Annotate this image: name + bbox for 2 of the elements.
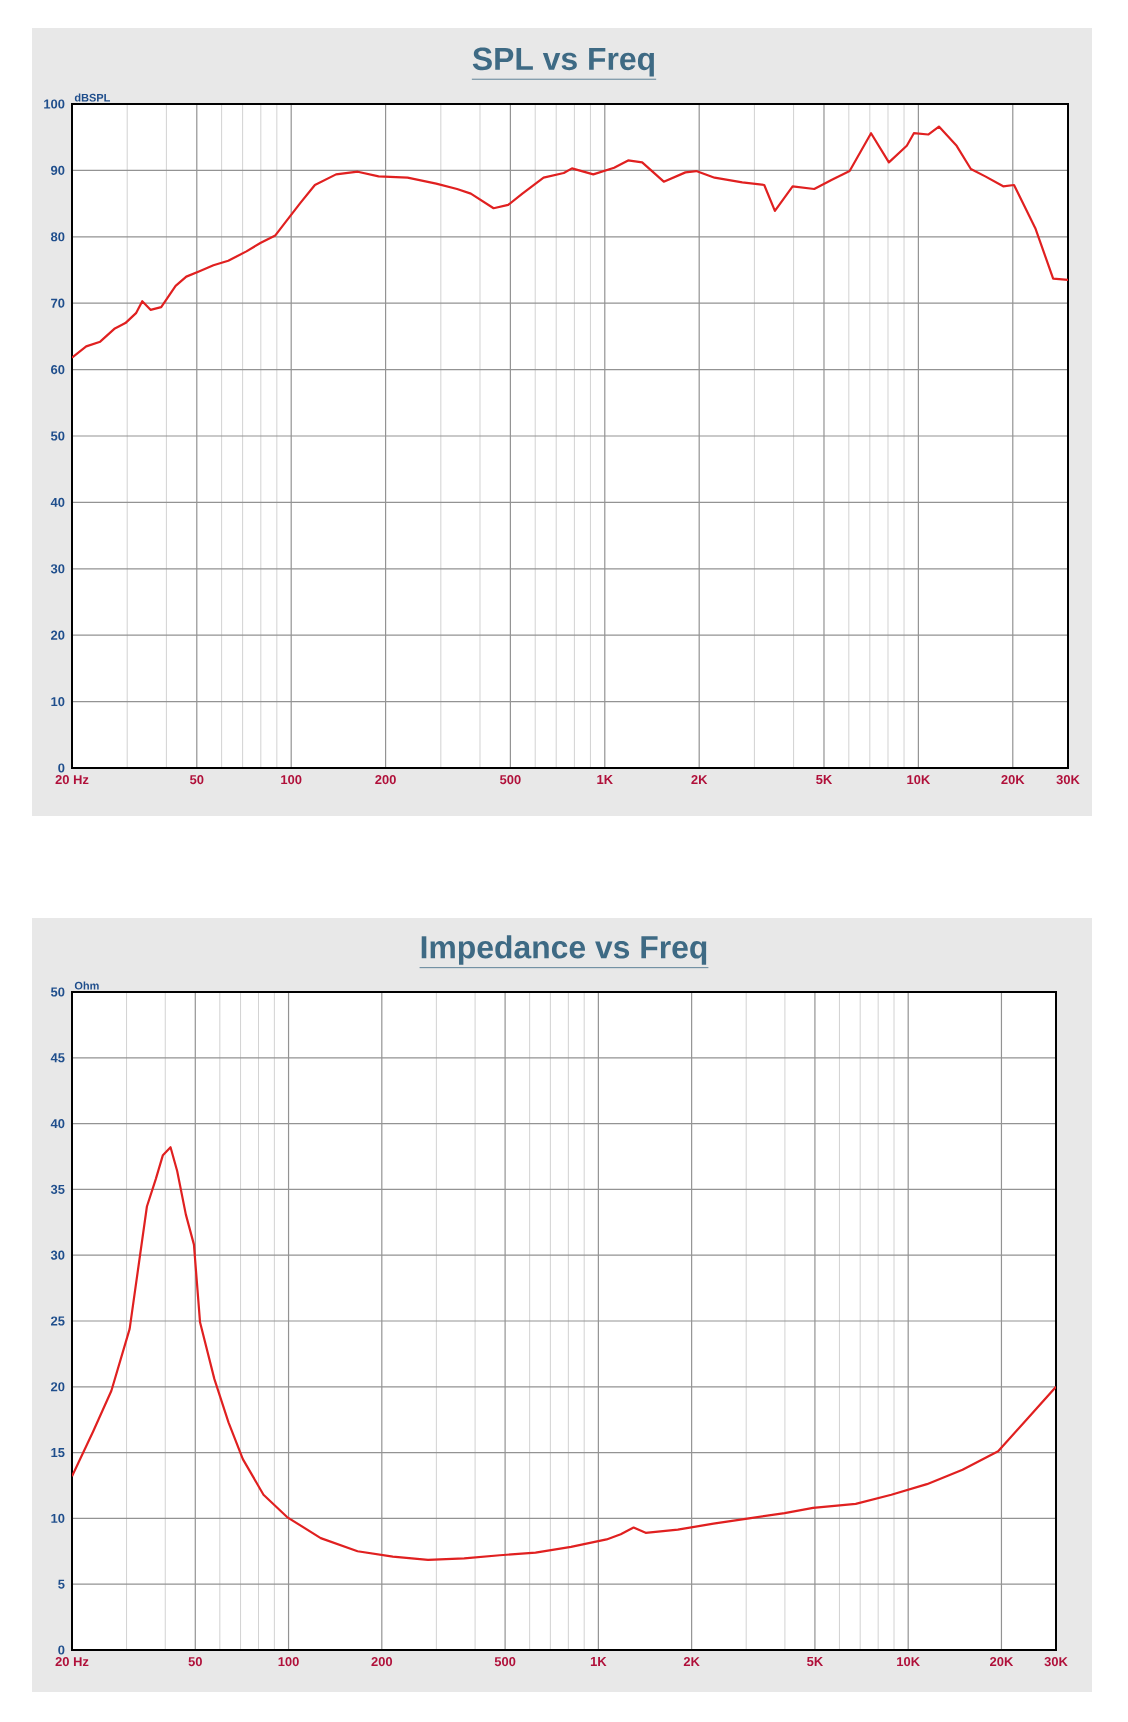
chart-title: SPL vs Freq — [472, 47, 654, 77]
chart-title: Impedance vs Freq — [421, 935, 707, 965]
